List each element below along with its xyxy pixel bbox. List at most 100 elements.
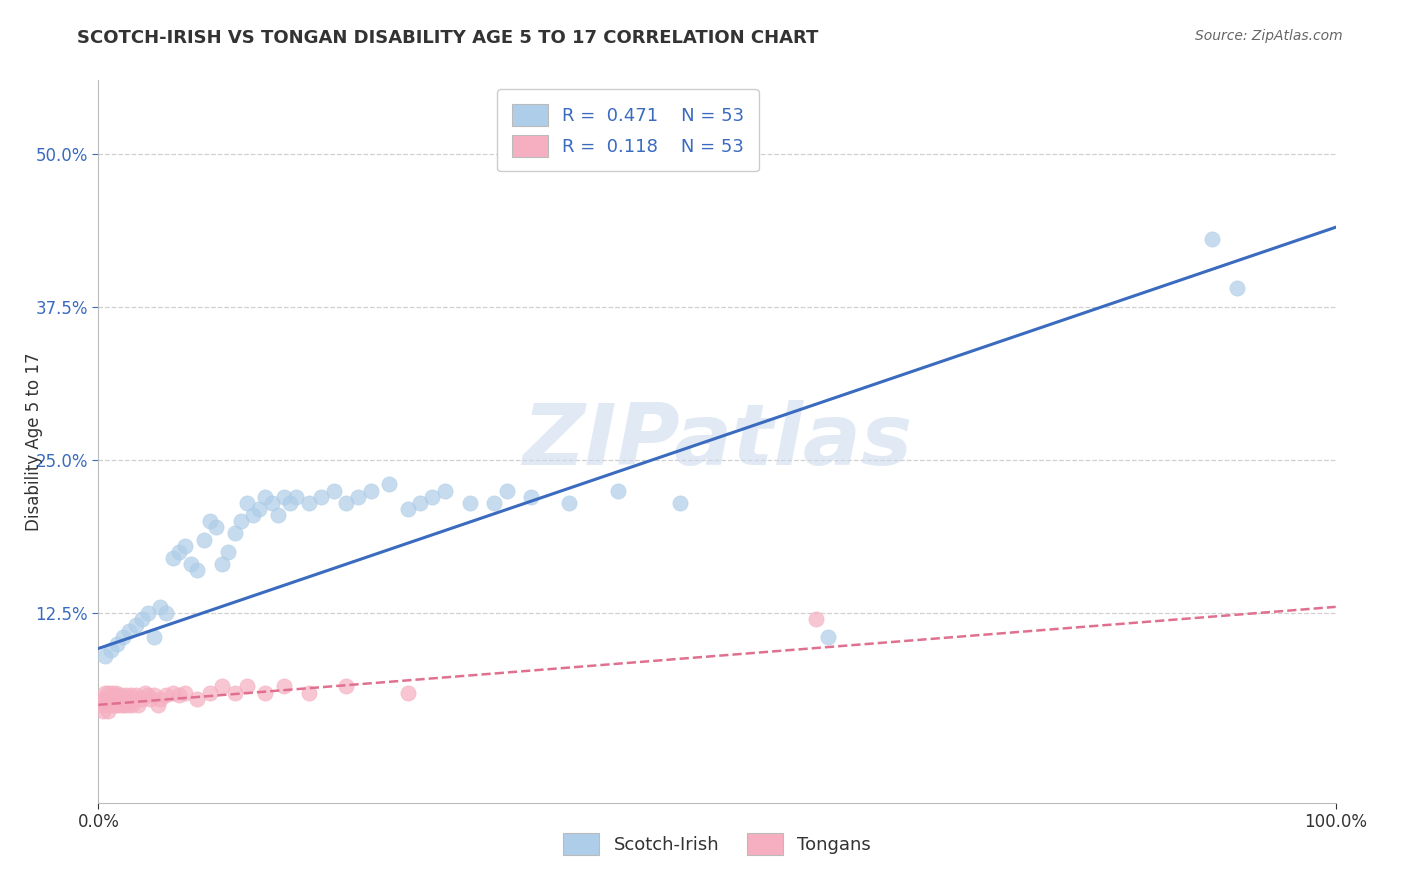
Point — [112, 698, 135, 712]
Point — [112, 691, 135, 706]
Point — [101, 685, 124, 699]
Point — [236, 680, 259, 694]
Point — [186, 691, 208, 706]
Point — [115, 691, 138, 706]
Point — [146, 698, 169, 712]
Point — [433, 483, 456, 498]
Point — [180, 557, 202, 571]
Point — [174, 539, 197, 553]
Point — [94, 691, 117, 706]
Point — [107, 698, 129, 712]
Point — [236, 496, 259, 510]
Point — [149, 599, 172, 614]
Point — [278, 496, 301, 510]
Point — [186, 563, 208, 577]
Point — [100, 642, 122, 657]
Point — [247, 502, 270, 516]
Point — [139, 691, 162, 706]
Text: Source: ZipAtlas.com: Source: ZipAtlas.com — [1195, 29, 1343, 43]
Point — [458, 496, 481, 510]
Point — [669, 496, 692, 510]
Point — [103, 698, 125, 712]
Point — [96, 698, 118, 712]
Point — [162, 550, 184, 565]
Point — [122, 691, 145, 706]
Point — [211, 557, 233, 571]
Point — [131, 691, 153, 706]
Point — [120, 688, 142, 702]
Point — [224, 526, 246, 541]
Point — [804, 612, 827, 626]
Point — [198, 685, 221, 699]
Point — [114, 688, 136, 702]
Point — [118, 624, 141, 639]
Point — [174, 685, 197, 699]
Point — [110, 688, 132, 702]
Point — [93, 648, 115, 663]
Point — [298, 496, 321, 510]
Point — [273, 490, 295, 504]
Point — [211, 680, 233, 694]
Point — [127, 698, 149, 712]
Point — [124, 618, 146, 632]
Point — [198, 514, 221, 528]
Point — [103, 691, 125, 706]
Point — [484, 496, 506, 510]
Legend: Scotch-Irish, Tongans: Scotch-Irish, Tongans — [555, 826, 879, 863]
Point — [224, 685, 246, 699]
Point — [322, 483, 344, 498]
Point — [242, 508, 264, 522]
Point — [112, 631, 135, 645]
Point — [360, 483, 382, 498]
Text: SCOTCH-IRISH VS TONGAN DISABILITY AGE 5 TO 17 CORRELATION CHART: SCOTCH-IRISH VS TONGAN DISABILITY AGE 5 … — [77, 29, 818, 46]
Point — [103, 698, 125, 712]
Point — [817, 631, 839, 645]
Point — [167, 545, 190, 559]
Point — [396, 685, 419, 699]
Point — [131, 612, 153, 626]
Point — [93, 704, 115, 718]
Point — [495, 483, 517, 498]
Point — [91, 691, 114, 706]
Point — [205, 520, 228, 534]
Point — [193, 533, 215, 547]
Point — [167, 688, 190, 702]
Point — [557, 496, 579, 510]
Point — [100, 691, 122, 706]
Point — [335, 680, 357, 694]
Point — [229, 514, 252, 528]
Point — [97, 685, 120, 699]
Point — [254, 685, 277, 699]
Point — [1201, 232, 1223, 246]
Point — [97, 704, 120, 718]
Point — [260, 496, 283, 510]
Point — [93, 685, 115, 699]
Point — [98, 691, 121, 706]
Point — [134, 685, 156, 699]
Point — [335, 496, 357, 510]
Point — [285, 490, 308, 504]
Point — [607, 483, 630, 498]
Point — [108, 691, 131, 706]
Point — [520, 490, 543, 504]
Point — [273, 680, 295, 694]
Point — [105, 688, 128, 702]
Point — [422, 490, 444, 504]
Point — [267, 508, 290, 522]
Point — [90, 698, 112, 712]
Point — [136, 688, 159, 702]
Point — [378, 477, 401, 491]
Point — [104, 685, 127, 699]
Point — [155, 606, 177, 620]
Point — [117, 698, 139, 712]
Point — [136, 606, 159, 620]
Point — [111, 698, 134, 712]
Point — [149, 691, 172, 706]
Point — [118, 691, 141, 706]
Text: ZIPatlas: ZIPatlas — [522, 400, 912, 483]
Point — [347, 490, 370, 504]
Point — [105, 637, 128, 651]
Point — [143, 631, 166, 645]
Point — [121, 698, 143, 712]
Point — [124, 688, 146, 702]
